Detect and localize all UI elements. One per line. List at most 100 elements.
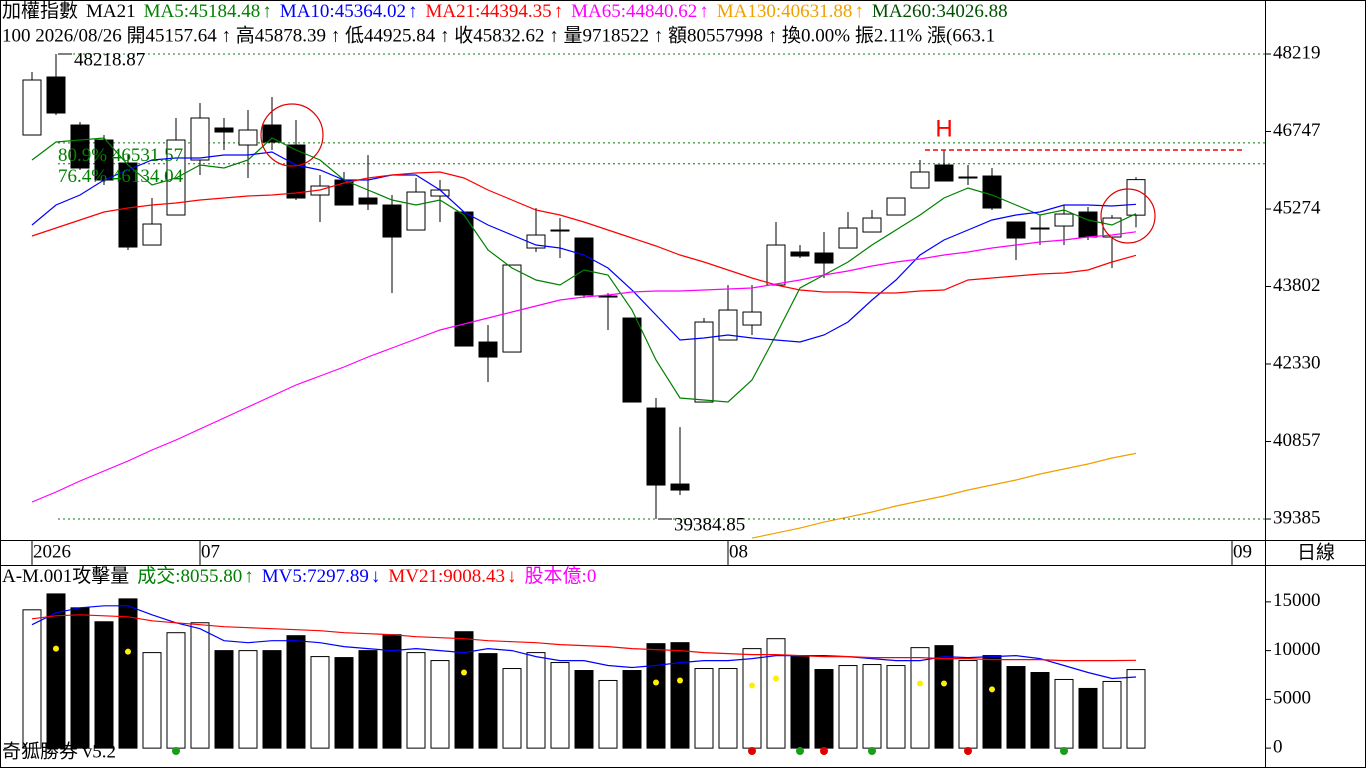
- indicator: MA21: [86, 1, 136, 22]
- marker-dot: [676, 677, 683, 684]
- volume-bar: [358, 650, 378, 749]
- volume-bar: [934, 645, 954, 749]
- volume-bar: [814, 669, 834, 749]
- marker-dot: [988, 686, 995, 693]
- x-tick-label: 08: [729, 541, 748, 562]
- y-tick-label: 15000: [1273, 590, 1321, 611]
- ma-line: [31, 171, 1137, 294]
- candle-body: [46, 76, 66, 114]
- legend-label: MA65:44840.62: [571, 1, 697, 22]
- volume-bar: [670, 642, 690, 749]
- y-tick-label: 0: [1273, 736, 1283, 757]
- legend-arrow: ↑: [244, 566, 254, 587]
- candle-body: [550, 229, 570, 232]
- candle-body: [670, 483, 690, 491]
- volume-bar: [286, 635, 306, 749]
- candle-body: [646, 407, 666, 486]
- volume-bar: [574, 670, 594, 749]
- candle-body: [598, 295, 618, 298]
- volume-bar: [118, 598, 138, 749]
- volume-bar: [214, 650, 234, 749]
- level-label: 76.4% 46134.04: [58, 166, 184, 187]
- volume-bar: [262, 650, 282, 749]
- candle-body: [406, 191, 426, 231]
- marker-dot: [916, 680, 923, 687]
- candle-body: [574, 237, 594, 296]
- volume-bar: [910, 647, 930, 749]
- volume-bar: [526, 652, 546, 749]
- candle-body: [1054, 213, 1074, 227]
- marker-dot: [52, 645, 59, 652]
- volume-bar: [790, 656, 810, 749]
- overlay: 加權指數 MA21 MA5:45184.48 ↑ MA10:45364.02 ↑ MA21:…: [2, 0, 1335, 762]
- highlight-circle: [260, 103, 324, 167]
- volume-bar: [502, 668, 522, 749]
- volume-bar: [310, 656, 330, 749]
- candle-body: [142, 223, 162, 246]
- legend-label: MA21:44394.35: [425, 1, 551, 22]
- legend-label: 股本億:0: [525, 565, 597, 587]
- y-tick-label: 43802: [1273, 275, 1321, 296]
- candle-body: [502, 264, 522, 353]
- footer: 奇狐勝券 v5.2: [2, 740, 116, 762]
- volume-bar: [1126, 669, 1146, 749]
- signal-dot: [747, 747, 756, 755]
- volume-bar: [454, 631, 474, 749]
- volume-bar: [598, 679, 618, 749]
- signal-dot: [963, 747, 972, 755]
- legend-label: MA5:45184.48: [144, 1, 261, 22]
- candle-body: [478, 341, 498, 358]
- ma-line: [751, 452, 1137, 539]
- candle-body: [982, 175, 1002, 209]
- candle-body: [718, 309, 738, 341]
- volume-bar: [334, 657, 354, 749]
- volume-bar: [862, 664, 882, 749]
- y-tick-label: 5000: [1273, 688, 1311, 709]
- legend-arrow: ↑: [854, 1, 864, 22]
- volume-bar: [1030, 672, 1050, 749]
- volume-bar: [1078, 687, 1098, 749]
- ma-line: [31, 231, 1137, 503]
- legend-label: MA10:45364.02: [280, 1, 406, 22]
- candle-body: [238, 129, 258, 146]
- legend-label: MA260:34026.88: [872, 1, 1008, 22]
- candle-body: [814, 252, 834, 264]
- candle-body: [838, 227, 858, 249]
- volume-bar: [478, 653, 498, 749]
- y-tick-label: 39385: [1273, 507, 1321, 528]
- y-tick-label: 46747: [1273, 120, 1321, 141]
- candle-body: [790, 251, 810, 257]
- legend-arrow: ↓: [507, 566, 517, 587]
- volume-bar: [982, 655, 1002, 749]
- price-panel: 48218.87 39384.85: [22, 49, 1265, 539]
- legend-label: MA130:40631.88: [717, 1, 853, 22]
- volume-header: A-M.001攻擊量 成交:8055.80 ↑ MV5:7297.89 ↓ MV21:90…: [2, 565, 596, 587]
- candle-body: [358, 197, 378, 205]
- candle-body: [622, 317, 642, 403]
- candle-body: [934, 164, 954, 182]
- candle-body: [22, 79, 42, 136]
- signal-dot: [1059, 747, 1068, 755]
- candle-body: [262, 124, 282, 143]
- y-tick-label: 42330: [1273, 352, 1321, 373]
- candle-body: [118, 162, 138, 248]
- signal-dot: [819, 747, 828, 755]
- volume-bar: [958, 660, 978, 749]
- y-tick-label: 40857: [1273, 430, 1321, 451]
- volume-bar: [70, 607, 90, 749]
- candle-body: [1126, 179, 1146, 216]
- volume-bar: [694, 668, 714, 749]
- ma-line: [31, 151, 1137, 343]
- volume-bar: [718, 668, 738, 749]
- volume-bar: [382, 634, 402, 749]
- marker-dot: [748, 682, 755, 689]
- marker-dot: [652, 679, 659, 686]
- volume-bar: [646, 643, 666, 749]
- candle-body: [742, 311, 762, 326]
- x-unit-label: 日線: [1297, 541, 1335, 563]
- candle-body: [190, 117, 210, 161]
- volume-bar: [238, 650, 258, 749]
- y-tick-label: 10000: [1273, 639, 1321, 660]
- panel-title: A-M.001攻擊量: [2, 565, 129, 587]
